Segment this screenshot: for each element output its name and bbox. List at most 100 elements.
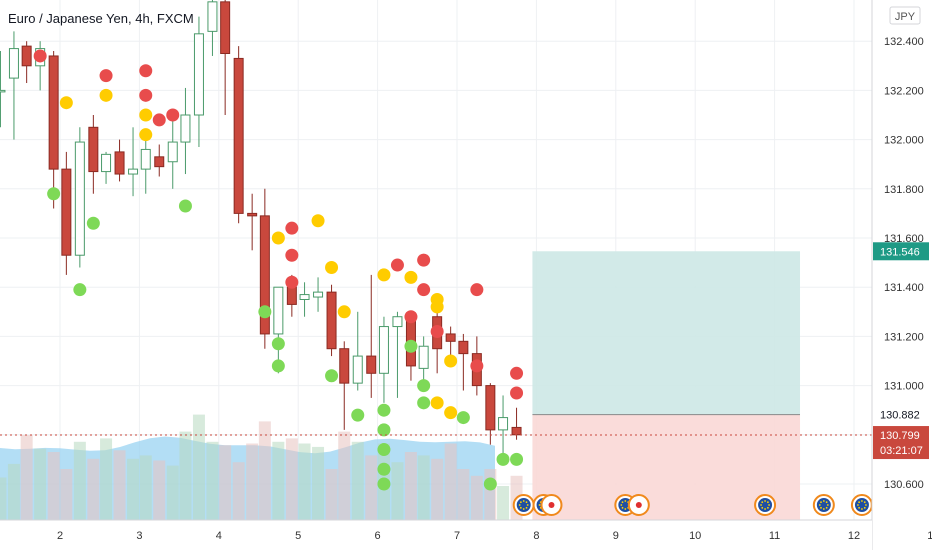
candle-body	[313, 291, 324, 298]
time-tick-label: 11	[769, 530, 780, 542]
time-tick-label: 7	[454, 530, 460, 542]
candle-body	[180, 114, 191, 143]
candle	[220, 0, 231, 115]
candle	[0, 51, 6, 128]
candle-body	[511, 426, 522, 436]
candle-body	[48, 55, 59, 170]
event-marker-star	[861, 508, 863, 510]
candle-body	[458, 340, 469, 355]
candle-body	[339, 348, 350, 384]
candle	[193, 16, 204, 147]
event-marker-star	[767, 501, 769, 504]
candle-body	[233, 57, 244, 214]
volume-bar	[153, 460, 166, 520]
candle-body	[366, 355, 377, 374]
event-marker-star	[621, 501, 624, 504]
candle-body	[485, 385, 496, 431]
currency-badge[interactable]: JPY	[889, 6, 921, 25]
event-marker-fill	[854, 498, 869, 512]
position-tool[interactable]	[532, 251, 801, 520]
event-marker-fill	[758, 498, 773, 512]
event-marker-star	[761, 506, 764, 509]
candle-body	[299, 294, 310, 300]
signal-marker-red	[166, 108, 180, 122]
signal-marker-red	[99, 69, 113, 83]
candle	[8, 31, 19, 140]
signal-marker-red	[285, 275, 299, 289]
signal-marker-green	[73, 283, 87, 297]
current-price-label-bg	[873, 426, 929, 460]
candle-body	[154, 156, 165, 168]
jp-flag-icon	[540, 494, 563, 516]
candle	[61, 151, 72, 275]
candle	[273, 286, 284, 374]
signal-marker-green	[510, 452, 524, 466]
candle	[313, 277, 324, 312]
candle	[114, 139, 125, 182]
time-axis[interactable]: 2345678910111213141516	[57, 530, 932, 542]
signal-marker-red	[33, 49, 47, 63]
event-marker-star	[519, 506, 522, 509]
volume-bar	[7, 463, 20, 520]
jp-flag-icon	[627, 494, 650, 516]
volume-bar	[219, 445, 232, 520]
candle	[21, 41, 32, 84]
price-tick-label: 131.000	[884, 381, 924, 393]
signal-marker-yellow	[271, 231, 285, 245]
signal-marker-green	[404, 339, 418, 353]
signal-marker-green	[377, 477, 391, 491]
event-marker-star	[820, 501, 822, 504]
event-marker-sun	[548, 502, 555, 508]
price-tick-label: 130.600	[884, 479, 924, 491]
time-tick-label: 8	[533, 530, 539, 542]
candle-body	[88, 126, 99, 173]
volume-bar	[232, 462, 245, 520]
price-axis[interactable]: 130.600130.800131.000131.200131.400131.6…	[884, 0, 924, 491]
price-axis-bg[interactable]	[872, 0, 932, 550]
price-tick-label: 131.800	[884, 184, 924, 196]
price-tick-label: 131.400	[884, 282, 924, 294]
event-marker-fill	[816, 498, 831, 512]
event-marker-star	[825, 506, 828, 509]
candle-body	[21, 45, 32, 67]
eu-flag-icon	[850, 494, 873, 516]
signal-marker-red	[152, 113, 166, 127]
event-marker-star	[822, 508, 825, 510]
price-tick-label: 132.400	[884, 36, 924, 48]
time-tick-label: 5	[295, 530, 301, 542]
volume-bar	[246, 443, 259, 520]
volume-bar	[312, 446, 325, 520]
signal-marker-yellow	[139, 128, 153, 142]
candle	[48, 51, 59, 209]
event-marker-star	[863, 501, 866, 504]
price-labels: 131.546 130.882 130.799 03:21:07	[873, 242, 929, 460]
volume-bar	[470, 475, 483, 520]
time-axis-bg[interactable]	[0, 520, 872, 550]
symbol-title: Euro / Japanese Yen, 4h, FXCM	[8, 11, 194, 26]
event-marker-star	[764, 508, 766, 510]
candle-body	[207, 1, 218, 32]
volume-bar	[192, 414, 205, 520]
event-marker-star	[620, 504, 623, 506]
target-price-label-text: 131.546	[880, 246, 920, 258]
signal-marker-green	[496, 452, 510, 466]
candle	[485, 383, 496, 445]
price-tick-label: 132.000	[884, 135, 924, 147]
volume-bar	[298, 443, 311, 520]
volume-bar	[285, 438, 298, 520]
candle	[432, 306, 443, 374]
event-marker-star	[621, 506, 624, 509]
signal-marker-green	[377, 403, 391, 417]
candle	[259, 188, 270, 349]
volume-bar	[325, 469, 338, 520]
volume-bar	[497, 486, 510, 520]
candle-body	[392, 316, 403, 328]
volume-bar	[113, 450, 126, 520]
volume-bar	[206, 441, 219, 520]
candle-body	[167, 141, 178, 163]
signal-marker-red	[417, 253, 431, 267]
entry-price-label: 130.882	[873, 405, 929, 424]
event-marker-star	[624, 500, 627, 502]
